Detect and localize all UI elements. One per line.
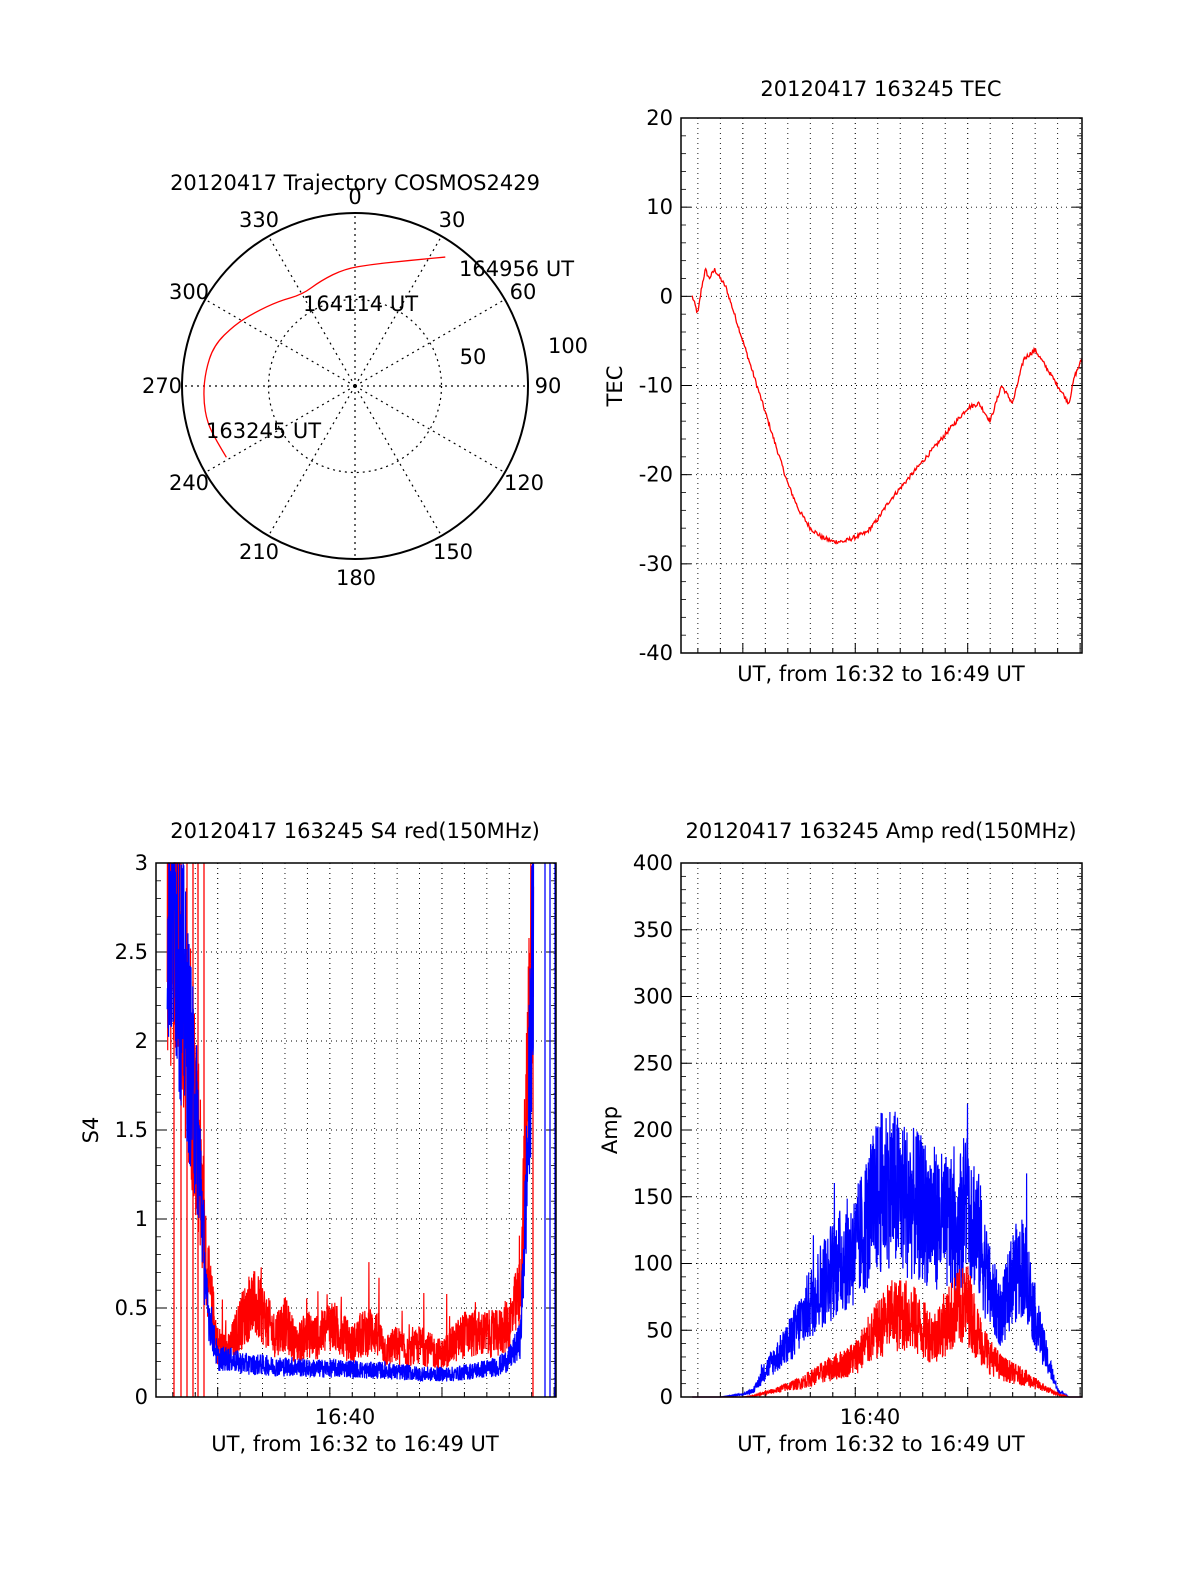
amp-title: 20120417 163245 Amp red(150MHz) bbox=[685, 819, 1076, 843]
tec-grid bbox=[681, 117, 1082, 654]
angle-label-60: 60 bbox=[510, 280, 537, 304]
s4-ylabel: S4 bbox=[79, 1117, 103, 1144]
polar-outer-circle bbox=[181, 212, 529, 560]
s4-ytick-label-5: 2.5 bbox=[115, 940, 148, 964]
amp-ytick-label-3: 150 bbox=[633, 1185, 673, 1209]
amp-red-series bbox=[692, 1266, 1082, 1399]
s4-ytick-label-4: 2 bbox=[135, 1029, 148, 1053]
annotation-164114: 164114 UT bbox=[303, 292, 418, 316]
tec-ytick-label-3: -10 bbox=[639, 374, 673, 398]
angle-label-120: 120 bbox=[504, 471, 544, 495]
tec-ytick-label-4: 0 bbox=[660, 284, 673, 308]
angle-label-180: 180 bbox=[336, 566, 376, 590]
trajectory-title: 20120417 Trajectory COSMOS2429 bbox=[170, 171, 540, 195]
polar-spoke-300 bbox=[204, 298, 356, 387]
angle-label-300: 300 bbox=[169, 280, 209, 304]
tec-panel: 20120417 163245 TEC -40 -30 -20 -10 0 10 20 TE… bbox=[603, 77, 1083, 686]
angle-label-240: 240 bbox=[169, 471, 209, 495]
angle-label-30: 30 bbox=[439, 208, 466, 232]
polar-grid bbox=[182, 213, 528, 559]
trajectory-panel: 20120417 Trajectory COSMOS2429 0 30 60 9… bbox=[142, 171, 588, 590]
amp-ytick-label-5: 250 bbox=[633, 1051, 673, 1075]
angle-label-90: 90 bbox=[535, 374, 562, 398]
angle-label-330: 330 bbox=[239, 208, 279, 232]
s4-ytick-label-2: 1 bbox=[135, 1207, 148, 1231]
s4-panel: 20120417 163245 S4 red(150MHz) 0 0.5 1 1.5 2… bbox=[79, 819, 557, 1456]
amp-ytick-label-2: 100 bbox=[633, 1252, 673, 1276]
angle-label-210: 210 bbox=[239, 540, 279, 564]
amp-ytick-label-7: 350 bbox=[633, 918, 673, 942]
s4-plot-frame bbox=[155, 862, 557, 1398]
angle-label-150: 150 bbox=[433, 540, 473, 564]
amp-blue-series bbox=[692, 1103, 1082, 1398]
amp-ylabel: Amp bbox=[598, 1106, 622, 1154]
polar-spoke-330 bbox=[267, 235, 356, 387]
annotation-163245: 163245 UT bbox=[206, 419, 321, 443]
s4-ytick-label-3: 1.5 bbox=[115, 1118, 148, 1142]
tec-xlabel: UT, from 16:32 to 16:49 UT bbox=[737, 662, 1025, 686]
polar-spoke-240 bbox=[204, 385, 356, 474]
polar-spoke-150 bbox=[354, 385, 443, 537]
amp-plot-frame bbox=[680, 862, 1083, 1398]
amp-ytick-label-1: 50 bbox=[646, 1318, 673, 1342]
s4-red-series bbox=[166, 862, 535, 1371]
polar-ring-0 bbox=[267, 298, 443, 474]
amp-ytick-label-8: 400 bbox=[633, 851, 673, 875]
amp-ytick-label-0: 0 bbox=[660, 1385, 673, 1409]
trajectory-line bbox=[203, 256, 446, 458]
s4-xtick-1640: 16:40 bbox=[315, 1405, 376, 1429]
s4-ytick-label-1: 0.5 bbox=[115, 1296, 148, 1320]
s4-ytick-label-0: 0 bbox=[135, 1385, 148, 1409]
amp-panel: 20120417 163245 Amp red(150MHz) 0 50 100 15… bbox=[598, 819, 1083, 1456]
tec-ytick-label-2: -20 bbox=[639, 463, 673, 487]
s4-blue-series bbox=[166, 862, 535, 1382]
tec-ytick-label-0: -40 bbox=[639, 641, 673, 665]
polar-spoke-30 bbox=[354, 235, 443, 387]
polar-spoke-120 bbox=[354, 385, 506, 474]
tec-series-line bbox=[691, 267, 1083, 545]
amp-ytick-label-4: 200 bbox=[633, 1118, 673, 1142]
tec-plot-frame bbox=[680, 117, 1083, 654]
tec-y-ticks: -40 -30 -20 -10 0 10 20 bbox=[639, 106, 673, 665]
amp-xlabel: UT, from 16:32 to 16:49 UT bbox=[737, 1432, 1025, 1456]
tec-ylabel: TEC bbox=[603, 366, 627, 408]
angle-label-270: 270 bbox=[142, 374, 182, 398]
tec-ytick-label-6: 20 bbox=[646, 106, 673, 130]
polar-spoke-60 bbox=[354, 298, 506, 387]
tec-title: 20120417 163245 TEC bbox=[760, 77, 1001, 101]
polar-spoke-210 bbox=[267, 385, 356, 537]
amp-y-ticks: 0 50 100 150 200 250 300 350 400 bbox=[633, 851, 673, 1409]
s4-ytick-label-6: 3 bbox=[135, 851, 148, 875]
tec-ytick-label-1: -30 bbox=[639, 552, 673, 576]
amp-xtick-1640: 16:40 bbox=[840, 1405, 901, 1429]
angle-label-0: 0 bbox=[348, 185, 361, 209]
radial-label-100: 100 bbox=[548, 334, 588, 358]
amp-ytick-label-6: 300 bbox=[633, 985, 673, 1009]
annotation-164956: 164956 UT bbox=[459, 257, 574, 281]
radial-label-50: 50 bbox=[460, 345, 487, 369]
tec-ytick-label-5: 10 bbox=[646, 195, 673, 219]
s4-xlabel: UT, from 16:32 to 16:49 UT bbox=[211, 1432, 499, 1456]
s4-title: 20120417 163245 S4 red(150MHz) bbox=[170, 819, 540, 843]
s4-y-ticks: 0 0.5 1 1.5 2 2.5 3 bbox=[115, 851, 148, 1409]
